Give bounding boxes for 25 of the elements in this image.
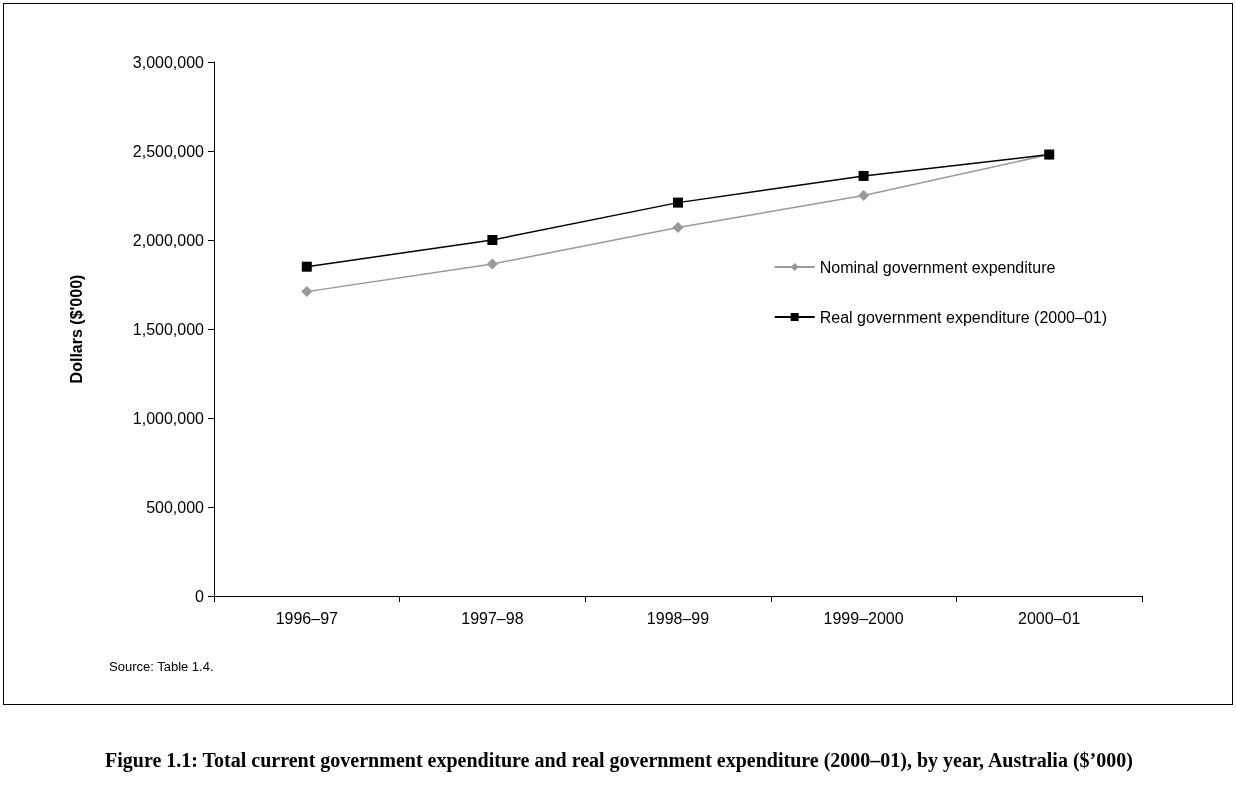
y-tick-label: 2,000,000 <box>132 231 205 249</box>
x-tick-label: 1999–2000 <box>823 609 904 627</box>
point <box>672 222 684 234</box>
text: Figure 1.1: Total current government expenditure and real government expenditure (2000–01), by year, Australia ($’000) <box>105 748 1134 772</box>
y-tick-label: 0 <box>195 587 205 605</box>
x-tick-label: 1997–98 <box>461 609 524 627</box>
y-axis-title: Dollars ($'000) <box>67 274 85 384</box>
x-tick-label: 2000–01 <box>1018 609 1081 627</box>
y-tick-label: 500,000 <box>146 498 205 516</box>
point <box>673 197 683 208</box>
legend-label: Real government expenditure (2000–01) <box>819 308 1107 326</box>
y-tick-label: 1,000,000 <box>132 409 205 427</box>
point <box>486 258 498 270</box>
legend-label: Nominal government expenditure <box>819 258 1056 276</box>
y-tick-label: 3,000,000 <box>132 53 205 71</box>
point <box>301 286 313 298</box>
y-tick-label: 1,500,000 <box>132 320 205 338</box>
point <box>487 235 498 245</box>
y-tick-label: 2,500,000 <box>132 142 205 160</box>
x-tick-label: 1998–99 <box>646 609 710 627</box>
point <box>858 190 870 201</box>
x-tick-label: 1996–97 <box>275 609 339 627</box>
point <box>301 261 312 272</box>
source-note: Source: Table 1.4. <box>109 659 214 674</box>
point <box>858 170 869 181</box>
